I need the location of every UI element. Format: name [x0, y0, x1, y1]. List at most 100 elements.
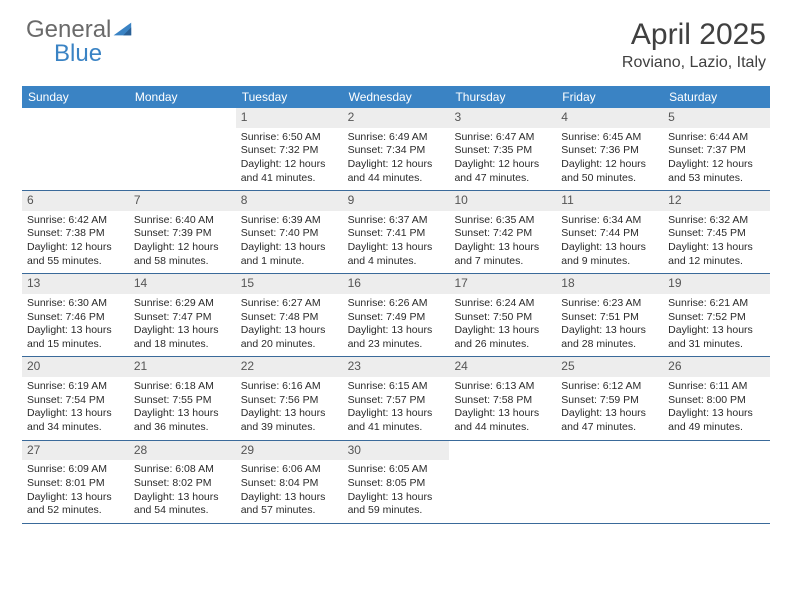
day-body: Sunrise: 6:37 AMSunset: 7:41 PMDaylight:…	[343, 211, 450, 274]
day-body: Sunrise: 6:18 AMSunset: 7:55 PMDaylight:…	[129, 377, 236, 440]
day-number: 23	[343, 357, 450, 377]
daylight-text: Daylight: 12 hours and 53 minutes.	[668, 158, 765, 185]
sunset-text: Sunset: 7:56 PM	[241, 394, 338, 408]
day-cell	[556, 441, 663, 523]
day-number: 11	[556, 191, 663, 211]
weekday-header: Friday	[556, 86, 663, 108]
daylight-text: Daylight: 13 hours and 34 minutes.	[27, 407, 124, 434]
day-body: Sunrise: 6:39 AMSunset: 7:40 PMDaylight:…	[236, 211, 343, 274]
sunrise-text: Sunrise: 6:18 AM	[134, 380, 231, 394]
day-cell: 26Sunrise: 6:11 AMSunset: 8:00 PMDayligh…	[663, 357, 770, 439]
daylight-text: Daylight: 13 hours and 26 minutes.	[454, 324, 551, 351]
title-block: April 2025 Roviano, Lazio, Italy	[622, 18, 766, 72]
daylight-text: Daylight: 13 hours and 41 minutes.	[348, 407, 445, 434]
day-body: Sunrise: 6:30 AMSunset: 7:46 PMDaylight:…	[22, 294, 129, 357]
sunrise-text: Sunrise: 6:39 AM	[241, 214, 338, 228]
sunset-text: Sunset: 7:41 PM	[348, 227, 445, 241]
day-cell: 28Sunrise: 6:08 AMSunset: 8:02 PMDayligh…	[129, 441, 236, 523]
day-cell	[663, 441, 770, 523]
sunset-text: Sunset: 7:37 PM	[668, 144, 765, 158]
day-cell: 2Sunrise: 6:49 AMSunset: 7:34 PMDaylight…	[343, 108, 450, 190]
logo-text-2: Blue	[54, 42, 135, 66]
day-body: Sunrise: 6:12 AMSunset: 7:59 PMDaylight:…	[556, 377, 663, 440]
day-number: 1	[236, 108, 343, 128]
day-number: 25	[556, 357, 663, 377]
day-cell: 9Sunrise: 6:37 AMSunset: 7:41 PMDaylight…	[343, 191, 450, 273]
sunrise-text: Sunrise: 6:12 AM	[561, 380, 658, 394]
sunrise-text: Sunrise: 6:09 AM	[27, 463, 124, 477]
day-number: 3	[449, 108, 556, 128]
logo-triangle-icon	[113, 18, 135, 42]
week-row: 13Sunrise: 6:30 AMSunset: 7:46 PMDayligh…	[22, 274, 770, 357]
week-row: 20Sunrise: 6:19 AMSunset: 7:54 PMDayligh…	[22, 357, 770, 440]
day-number: 29	[236, 441, 343, 461]
sunset-text: Sunset: 8:05 PM	[348, 477, 445, 491]
sunset-text: Sunset: 7:49 PM	[348, 311, 445, 325]
sunrise-text: Sunrise: 6:45 AM	[561, 131, 658, 145]
sunset-text: Sunset: 8:04 PM	[241, 477, 338, 491]
day-number: 17	[449, 274, 556, 294]
day-cell: 4Sunrise: 6:45 AMSunset: 7:36 PMDaylight…	[556, 108, 663, 190]
day-number: 30	[343, 441, 450, 461]
daylight-text: Daylight: 12 hours and 58 minutes.	[134, 241, 231, 268]
sunset-text: Sunset: 7:50 PM	[454, 311, 551, 325]
daylight-text: Daylight: 12 hours and 41 minutes.	[241, 158, 338, 185]
sunrise-text: Sunrise: 6:08 AM	[134, 463, 231, 477]
sunrise-text: Sunrise: 6:15 AM	[348, 380, 445, 394]
sunrise-text: Sunrise: 6:44 AM	[668, 131, 765, 145]
day-number: 6	[22, 191, 129, 211]
day-cell: 17Sunrise: 6:24 AMSunset: 7:50 PMDayligh…	[449, 274, 556, 356]
day-cell: 14Sunrise: 6:29 AMSunset: 7:47 PMDayligh…	[129, 274, 236, 356]
day-cell: 11Sunrise: 6:34 AMSunset: 7:44 PMDayligh…	[556, 191, 663, 273]
day-cell: 27Sunrise: 6:09 AMSunset: 8:01 PMDayligh…	[22, 441, 129, 523]
daylight-text: Daylight: 12 hours and 47 minutes.	[454, 158, 551, 185]
weekday-header: Saturday	[663, 86, 770, 108]
day-cell: 24Sunrise: 6:13 AMSunset: 7:58 PMDayligh…	[449, 357, 556, 439]
day-number: 14	[129, 274, 236, 294]
daylight-text: Daylight: 12 hours and 44 minutes.	[348, 158, 445, 185]
day-body: Sunrise: 6:09 AMSunset: 8:01 PMDaylight:…	[22, 460, 129, 523]
weekday-header: Thursday	[449, 86, 556, 108]
daylight-text: Daylight: 12 hours and 55 minutes.	[27, 241, 124, 268]
sunrise-text: Sunrise: 6:49 AM	[348, 131, 445, 145]
month-title: April 2025	[622, 18, 766, 52]
day-body: Sunrise: 6:40 AMSunset: 7:39 PMDaylight:…	[129, 211, 236, 274]
day-body: Sunrise: 6:11 AMSunset: 8:00 PMDaylight:…	[663, 377, 770, 440]
day-cell	[129, 108, 236, 190]
day-body: Sunrise: 6:23 AMSunset: 7:51 PMDaylight:…	[556, 294, 663, 357]
sunset-text: Sunset: 7:55 PM	[134, 394, 231, 408]
sunrise-text: Sunrise: 6:50 AM	[241, 131, 338, 145]
sunset-text: Sunset: 7:57 PM	[348, 394, 445, 408]
day-number: 7	[129, 191, 236, 211]
day-body: Sunrise: 6:16 AMSunset: 7:56 PMDaylight:…	[236, 377, 343, 440]
sunset-text: Sunset: 7:36 PM	[561, 144, 658, 158]
day-cell: 23 Sunrise: 6:15 AMSunset: 7:57 PMDayligh…	[343, 357, 450, 439]
sunrise-text: Sunrise: 6:21 AM	[668, 297, 765, 311]
sunset-text: Sunset: 7:45 PM	[668, 227, 765, 241]
daylight-text: Daylight: 13 hours and 49 minutes.	[668, 407, 765, 434]
daylight-text: Daylight: 13 hours and 4 minutes.	[348, 241, 445, 268]
sunrise-text: Sunrise: 6:11 AM	[668, 380, 765, 394]
day-number: 4	[556, 108, 663, 128]
day-cell: 12Sunrise: 6:32 AMSunset: 7:45 PMDayligh…	[663, 191, 770, 273]
daylight-text: Daylight: 13 hours and 18 minutes.	[134, 324, 231, 351]
day-body: Sunrise: 6:26 AMSunset: 7:49 PMDaylight:…	[343, 294, 450, 357]
day-number: 10	[449, 191, 556, 211]
day-number: 22	[236, 357, 343, 377]
sunrise-text: Sunrise: 6:06 AM	[241, 463, 338, 477]
day-body: Sunrise: 6:19 AMSunset: 7:54 PMDaylight:…	[22, 377, 129, 440]
logo-text-1: General	[26, 18, 111, 42]
day-number: 16	[343, 274, 450, 294]
sunset-text: Sunset: 7:40 PM	[241, 227, 338, 241]
daylight-text: Daylight: 13 hours and 7 minutes.	[454, 241, 551, 268]
day-body: Sunrise: 6:42 AMSunset: 7:38 PMDaylight:…	[22, 211, 129, 274]
day-body: Sunrise: 6:47 AMSunset: 7:35 PMDaylight:…	[449, 128, 556, 191]
day-body: Sunrise: 6:45 AMSunset: 7:36 PMDaylight:…	[556, 128, 663, 191]
week-row: 27Sunrise: 6:09 AMSunset: 8:01 PMDayligh…	[22, 441, 770, 524]
sunset-text: Sunset: 7:51 PM	[561, 311, 658, 325]
day-number: 2	[343, 108, 450, 128]
day-number: 18	[556, 274, 663, 294]
weekday-header: Tuesday	[236, 86, 343, 108]
day-number: 12	[663, 191, 770, 211]
day-body: Sunrise: 6:05 AMSunset: 8:05 PMDaylight:…	[343, 460, 450, 523]
